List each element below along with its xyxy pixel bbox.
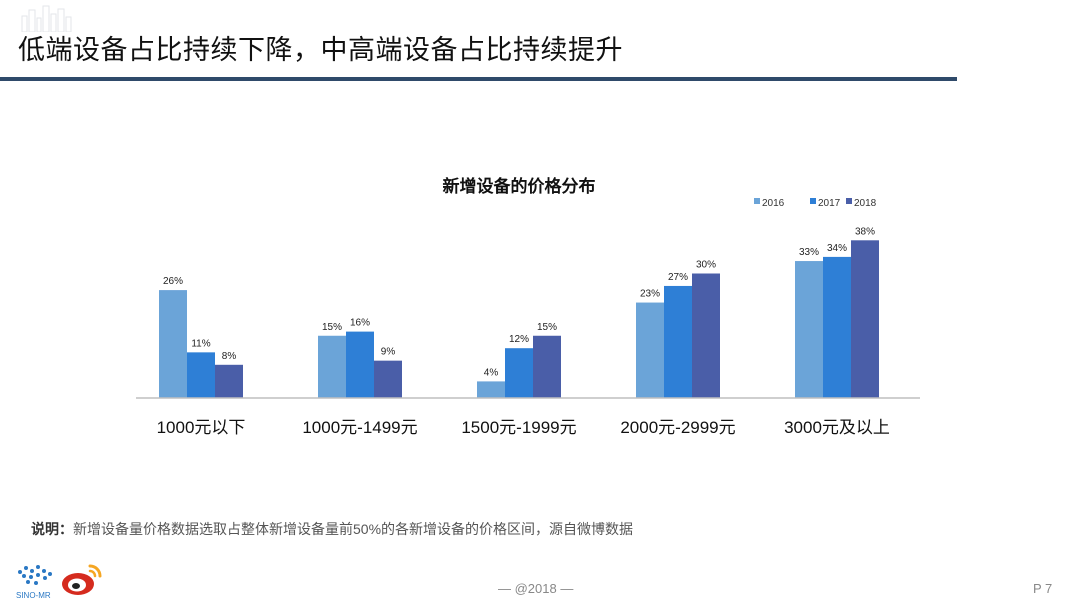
data-label-2017-0: 11% — [191, 338, 210, 349]
data-label-2016-1: 15% — [322, 322, 342, 333]
x-tick-label-0: 1000元以下 — [157, 418, 246, 437]
data-label-2016-4: 33% — [799, 247, 819, 258]
legend-label-2017: 2017 — [818, 198, 841, 209]
bar-2016-0 — [159, 290, 187, 398]
data-label-2017-3: 27% — [668, 272, 688, 283]
page-number: P 7 — [1033, 581, 1053, 596]
legend-swatch-2017 — [810, 198, 816, 204]
chart-title: 新增设备的价格分布 — [443, 176, 596, 196]
bar-2017-3 — [664, 285, 692, 398]
data-label-2018-0: 8% — [222, 351, 237, 362]
slide-title: 低端设备占比持续下降，中高端设备占比持续提升 — [18, 35, 623, 65]
data-label-2018-3: 30% — [696, 260, 716, 271]
data-label-2018-1: 9% — [381, 347, 396, 358]
bar-2017-2 — [505, 348, 533, 398]
bar-2018-2 — [533, 335, 561, 398]
sino-mr-logo: SINO-MR — [16, 565, 52, 600]
bar-2018-1 — [374, 360, 402, 398]
skyline-decoration — [21, 5, 72, 32]
explanation-note: 说明：新增设备量价格数据选取占整体新增设备量前50%的各新增设备的价格区间，源自… — [31, 519, 633, 539]
bar-2017-1 — [346, 331, 374, 398]
data-label-2016-3: 23% — [640, 289, 660, 300]
title-underline — [0, 77, 957, 81]
weibo-logo-icon — [62, 564, 102, 595]
legend-label-2018: 2018 — [854, 198, 877, 209]
bar-2018-4 — [851, 240, 879, 398]
x-tick-label-1: 1000元-1499元 — [302, 418, 417, 437]
bar-2018-3 — [692, 273, 720, 398]
bar-2018-0 — [215, 364, 243, 398]
footer-copyright: — @2018 — — [498, 581, 574, 596]
data-label-2017-1: 16% — [350, 318, 370, 329]
legend-label-2016: 2016 — [762, 198, 785, 209]
logo-text: SINO-MR — [16, 591, 51, 600]
data-label-2016-2: 4% — [484, 367, 499, 378]
x-tick-label-3: 2000元-2999元 — [620, 418, 735, 437]
bar-2016-3 — [636, 302, 664, 398]
note-label: 说明： — [31, 521, 73, 537]
bar-2017-4 — [823, 256, 851, 398]
data-label-2017-2: 12% — [509, 334, 529, 345]
data-label-2018-4: 38% — [855, 226, 875, 237]
data-label-2018-2: 15% — [537, 322, 557, 333]
x-tick-label-4: 3000元及以上 — [784, 418, 890, 437]
data-label-2016-0: 26% — [163, 276, 183, 287]
legend-swatch-2018 — [846, 198, 852, 204]
bar-2016-1 — [318, 335, 346, 398]
note-text: 新增设备量价格数据选取占整体新增设备量前50%的各新增设备的价格区间，源自微博数… — [73, 521, 634, 537]
bar-2017-0 — [187, 352, 215, 398]
legend-swatch-2016 — [754, 198, 760, 204]
bar-2016-2 — [477, 381, 505, 398]
x-tick-label-2: 1500元-1999元 — [461, 418, 576, 437]
bar-2016-4 — [795, 261, 823, 398]
data-label-2017-4: 34% — [827, 243, 847, 254]
